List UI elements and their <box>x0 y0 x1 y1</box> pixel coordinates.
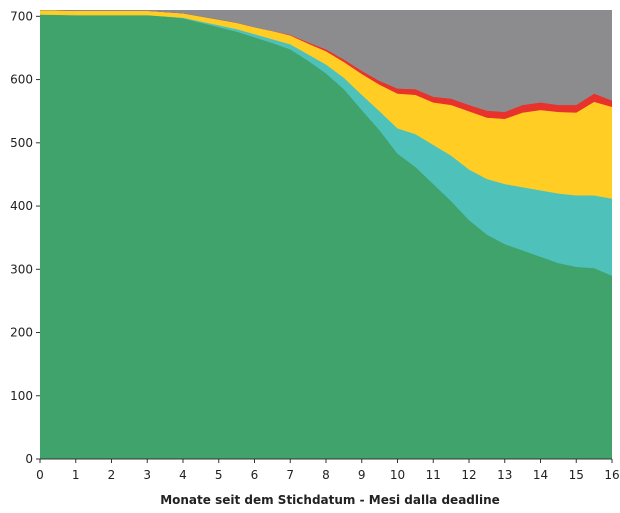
x-tick-label: 9 <box>358 468 366 482</box>
x-tick-label: 13 <box>497 468 512 482</box>
x-tick-label: 16 <box>604 468 619 482</box>
x-axis-title: Monate seit dem Stichdatum - Mesi dalla … <box>160 493 500 507</box>
y-tick-label: 200 <box>10 326 33 340</box>
y-tick-label: 100 <box>10 389 33 403</box>
x-tick-label: 14 <box>533 468 548 482</box>
y-tick-label: 700 <box>10 9 33 23</box>
x-tick-label: 3 <box>143 468 151 482</box>
x-tick-label: 4 <box>179 468 187 482</box>
area-series-5 <box>40 10 612 113</box>
plot-areas <box>40 10 612 459</box>
y-axis-ticks: 0 100 200 300 400 500 600 700 <box>10 9 40 466</box>
x-tick-label: 11 <box>426 468 441 482</box>
x-tick-label: 5 <box>215 468 223 482</box>
y-tick-label: 0 <box>25 452 33 466</box>
y-tick-label: 300 <box>10 262 33 276</box>
x-tick-label: 15 <box>569 468 584 482</box>
x-axis-ticks: 0 1 2 3 4 5 6 7 8 9 10 11 12 13 14 15 16 <box>36 459 620 482</box>
x-tick-label: 6 <box>251 468 259 482</box>
x-tick-label: 8 <box>322 468 330 482</box>
y-tick-label: 500 <box>10 136 33 150</box>
x-tick-label: 2 <box>108 468 116 482</box>
y-tick-label: 400 <box>10 199 33 213</box>
x-tick-label: 10 <box>390 468 405 482</box>
x-tick-label: 0 <box>36 468 44 482</box>
y-tick-label: 600 <box>10 73 33 87</box>
x-tick-label: 1 <box>72 468 80 482</box>
x-tick-label: 12 <box>461 468 476 482</box>
x-tick-label: 7 <box>286 468 294 482</box>
